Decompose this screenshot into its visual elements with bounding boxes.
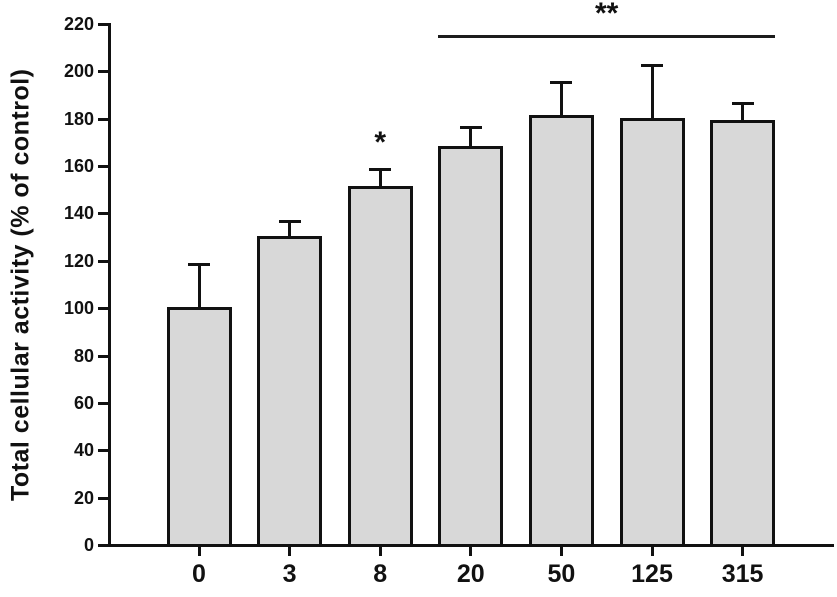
x-tick-label: 3 [282, 560, 297, 588]
significance-bracket-line [438, 35, 776, 38]
bar-20 [438, 146, 504, 547]
y-tick [98, 449, 108, 453]
y-tick [98, 212, 108, 216]
y-tick [98, 70, 108, 74]
error-bar-stem [288, 221, 292, 237]
x-tick-label: 20 [456, 560, 485, 588]
error-bar-cap [459, 125, 482, 129]
y-tick [98, 117, 108, 121]
y-tick [98, 259, 108, 263]
x-tick [469, 547, 473, 556]
y-tick-label: 200 [63, 61, 94, 82]
y-tick-label: 220 [63, 14, 94, 34]
error-bar-cap [278, 220, 301, 224]
significance-star: * [374, 125, 387, 159]
y-tick-label: 40 [73, 440, 94, 461]
y-tick-label: 80 [73, 345, 94, 366]
plot-area: 0 20 40 60 80 100 120 140 160 180 200 220 0 3 8 20 50 125… [64, 0, 834, 588]
x-tick [378, 547, 382, 556]
y-tick-label: 0 [83, 535, 94, 555]
x-tick [650, 547, 654, 556]
x-axis-line [108, 544, 834, 547]
error-bar-stem [197, 264, 201, 308]
error-bar-cap [731, 102, 754, 106]
bar-8 [347, 186, 413, 547]
x-tick-label: 125 [631, 560, 673, 588]
y-tick [98, 307, 108, 311]
y-tick [98, 354, 108, 358]
error-bar-stem [741, 103, 745, 121]
x-tick [741, 547, 745, 556]
x-tick-label: 315 [721, 560, 764, 588]
y-tick-label: 160 [63, 156, 94, 177]
y-tick-label: 140 [63, 203, 94, 224]
x-tick [288, 547, 292, 556]
bar-315 [710, 120, 776, 547]
x-tick [559, 547, 563, 556]
y-axis-title: Total cellular activity (% of control) [6, 68, 35, 502]
bar-0 [166, 307, 232, 547]
error-bar-cap [369, 168, 392, 172]
y-tick-label: 120 [63, 250, 94, 271]
bar-125 [619, 117, 685, 547]
y-tick-label: 60 [73, 392, 94, 413]
error-bar-cap [550, 80, 573, 84]
y-tick [98, 401, 108, 405]
significance-bracket-label: ** [595, 0, 619, 30]
error-bar-stem [650, 65, 654, 118]
y-tick [98, 165, 108, 169]
error-bar-stem [559, 82, 563, 116]
error-bar-cap [641, 64, 663, 68]
y-tick-label: 180 [63, 108, 94, 129]
y-tick-label: 20 [73, 487, 94, 508]
bar-50 [528, 115, 594, 547]
y-tick-label: 100 [63, 298, 94, 319]
y-tick [98, 544, 108, 547]
y-axis-line [108, 23, 111, 547]
error-bar-cap [188, 263, 210, 267]
x-tick [197, 547, 201, 556]
y-tick [98, 496, 108, 500]
error-bar-stem [378, 169, 382, 187]
bar-3 [257, 236, 323, 547]
y-tick [98, 23, 108, 26]
x-tick-label: 0 [192, 560, 206, 588]
x-tick-label: 50 [547, 560, 576, 588]
x-tick-label: 8 [373, 560, 388, 588]
error-bar-stem [469, 127, 473, 147]
